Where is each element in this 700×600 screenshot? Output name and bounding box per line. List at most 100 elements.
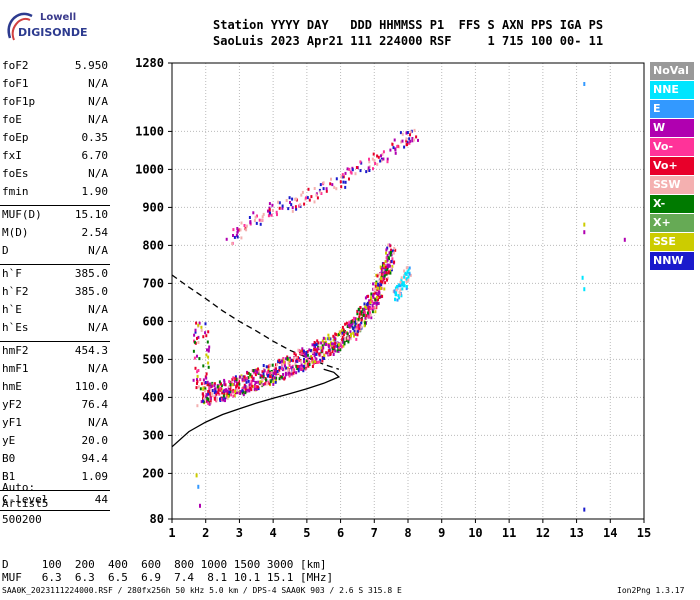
echo-point-o-trace [369,301,372,305]
echo-point-o-trace [393,246,396,250]
echo-point-second-hop [391,142,394,146]
echo-point-o-trace [381,269,384,273]
echo-point-second-hop [389,148,392,152]
echo-point-x-trace [397,294,400,298]
echo-point-o-trace [340,341,343,345]
echo-point-o-trace [389,251,392,254]
echo-point-noise [207,397,210,401]
param-value: 20.0 [81,434,109,447]
x-tick-label: 1 [168,526,175,540]
echo-point-o-trace [334,349,337,353]
echo-point-o-trace [390,248,393,252]
echo-point-o-trace [369,311,371,315]
echo-point-second-hop [254,215,257,219]
echo-point-o-trace [309,349,312,353]
echo-point-o-trace [295,356,298,360]
echo-point-second-hop [365,170,368,174]
echo-point-o-trace [276,370,279,373]
echo-point-o-trace [385,248,388,252]
param-name: D [2,244,9,257]
echo-point-o-trace [228,390,231,394]
echo-point-o-trace [284,357,287,361]
echo-point-o-trace [374,298,377,302]
echo-point-o-trace [244,391,247,395]
echo-point-o-trace [385,271,388,275]
echo-point-o-trace [313,348,316,351]
echo-point-o-trace [235,378,238,382]
echo-point-o-trace [290,366,293,370]
echo-point-o-trace [304,363,307,367]
echo-point-o-trace [247,371,250,375]
echo-point-o-trace [354,322,357,325]
echo-point-o-trace [233,379,236,383]
echo-point-o-trace [282,360,285,364]
echo-point-o-trace [364,305,367,309]
echo-point-o-trace [378,284,381,287]
echo-point-o-trace [282,373,285,376]
echo-point-noise [196,354,198,358]
echo-point-o-trace [313,341,316,344]
echo-point-o-trace [279,360,282,364]
echo-point-second-hop [335,177,338,181]
echo-point-x-trace [403,273,406,277]
echo-point-o-trace [367,294,370,298]
echo-point-o-trace [381,280,384,284]
echo-point-o-trace [208,391,211,395]
echo-point-o-trace [238,379,240,383]
echo-point-o-trace [364,321,367,325]
echo-point-second-hop [408,141,411,145]
echo-point-x-trace [405,287,408,291]
echo-point-o-trace [206,400,209,404]
param-value: N/A [88,244,108,257]
echo-point-o-trace [382,262,385,266]
legend-entry: SSW [650,176,694,194]
echo-point-o-trace [352,331,355,335]
param-value: 1.09 [81,470,109,483]
echo-point-x-trace [407,267,410,271]
echo-point-o-trace [291,366,294,370]
echo-point-o-trace [269,371,272,375]
echo-point-o-trace [332,345,335,349]
echo-point-o-trace [241,375,243,379]
echo-point-o-trace [354,329,357,333]
echo-point-o-trace [248,389,251,393]
echo-point-o-trace [384,260,387,264]
echo-point-second-hop [281,204,284,208]
echo-point-second-hop [238,228,241,232]
echo-point-second-hop [225,237,228,241]
echo-point-x-trace [400,276,403,280]
param-row: D N/A [2,244,108,258]
echo-point-o-trace [300,352,303,356]
echo-point-o-trace [262,374,265,378]
echo-point-o-trace [218,392,221,396]
echo-point-o-trace [250,379,253,383]
echo-point-o-trace [380,279,382,283]
echo-point-o-trace [342,333,345,337]
echo-point-o-trace [363,307,366,311]
echo-point-o-trace [383,264,386,268]
echo-point-o-trace [318,360,321,364]
echo-point-o-trace [209,397,212,401]
echo-point-o-trace [275,367,277,371]
echo-point-o-trace [225,388,228,392]
echo-point-o-trace [381,294,384,298]
echo-point-o-trace [341,340,344,344]
echo-point-x-trace [394,293,397,297]
echo-point-o-trace [378,296,381,299]
echo-point-second-hop [398,145,401,149]
echo-point-o-trace [269,380,272,384]
echo-point-second-hop [268,208,271,212]
echo-point-o-trace [238,382,241,386]
x-tick-label: 11 [502,526,516,540]
echo-point-second-hop [232,234,234,237]
param-value: 76.4 [81,398,109,411]
echo-point-o-trace [364,296,367,300]
echo-point-o-trace [338,342,340,346]
echo-point-o-trace [262,364,265,367]
echo-point-o-trace [285,366,288,370]
echo-point-o-trace [380,271,383,275]
echo-point-o-trace [273,366,276,370]
echo-point-o-trace [343,342,346,346]
echo-point-o-trace [245,380,248,384]
echo-point-o-trace [262,372,265,376]
